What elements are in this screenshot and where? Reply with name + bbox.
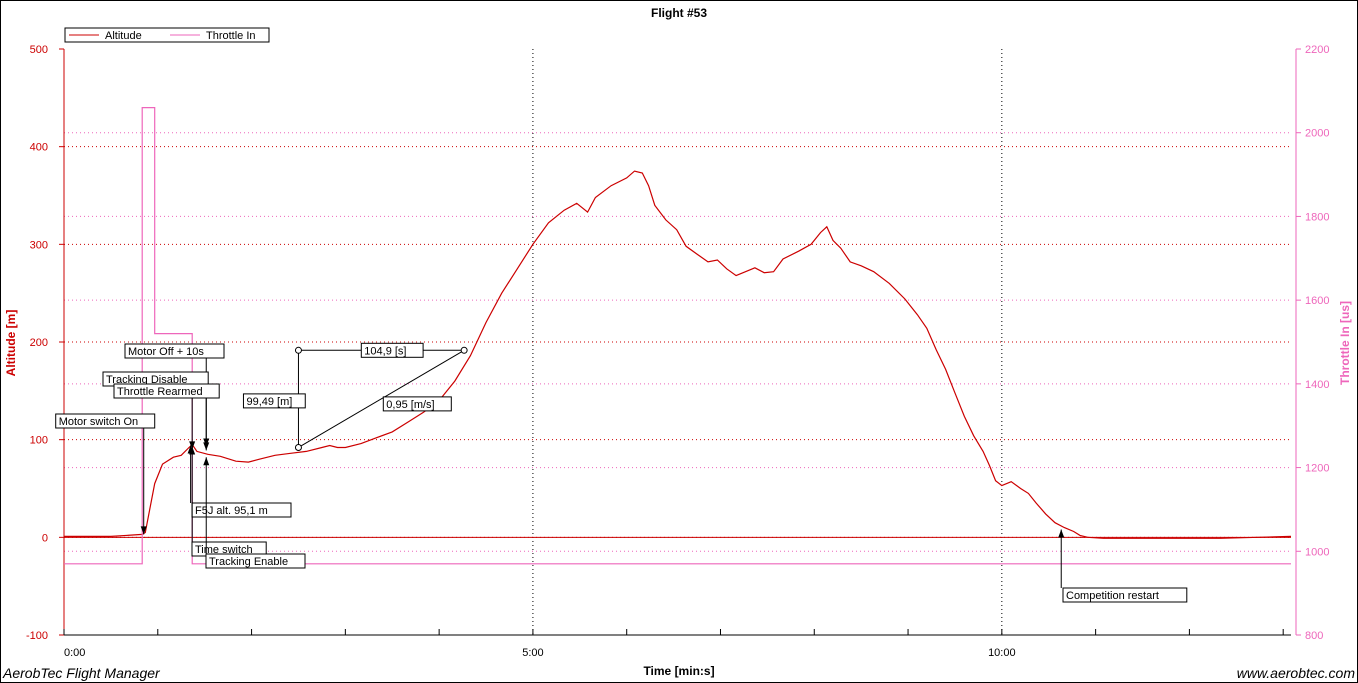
event-tracking-enable-arrow	[203, 457, 210, 466]
y-right-tick-label-2200: 2200	[1305, 44, 1329, 56]
event-tracking-disable-label-text: Tracking Disable	[106, 374, 188, 386]
event-tracking-disable-arrow	[189, 441, 196, 450]
y-left-tick-label--100: -100	[26, 630, 48, 642]
series-line-altitude	[64, 170, 1292, 539]
measure-height-label-box	[242, 393, 306, 409]
event-motor-switch-on-arrow	[140, 526, 147, 535]
y-right-tick-label-2000: 2000	[1305, 128, 1329, 140]
y-axis-left-title: Altitude [m]	[4, 310, 18, 377]
event-competition-restart-label-box	[1062, 587, 1188, 603]
event-tracking-enable-label-box	[205, 553, 306, 569]
measure-height-label-text: 99,49 [m]	[246, 396, 292, 408]
y-right-tick-label-1000: 1000	[1305, 546, 1329, 558]
annotations: 104,9 [s] 99,49 [m] 0,95 [m/s] Motor switch…	[55, 342, 1188, 603]
y-left-tick-label-0: 0	[42, 532, 48, 544]
y-right-tick-label-1800: 1800	[1305, 211, 1329, 223]
chart-title: Flight #53	[651, 6, 707, 20]
x-tick-label-10:00: 10:00	[988, 647, 1016, 659]
event-competition-restart-arrow	[1058, 529, 1065, 538]
event-time-switch-label: Time switch	[191, 541, 267, 557]
y-right-tick-label-1400: 1400	[1305, 379, 1329, 391]
y-axis-right-title: Throttle In [us]	[1338, 301, 1352, 385]
measure-rate-label-box	[382, 396, 452, 412]
measure-height-label: 99,49 [m]	[242, 393, 306, 409]
measure-rate-label: 0,95 [m/s]	[382, 396, 452, 412]
event-f5j-alt-95-1-m-label: F5J alt. 95,1 m	[191, 502, 292, 518]
footer-website: www.aerobtec.com	[1237, 665, 1356, 681]
footer-app-name: AerobTec Flight Manager	[2, 665, 161, 681]
y-left-tick-label-400: 400	[30, 142, 48, 154]
event-competition-restart-label: Competition restart	[1062, 587, 1188, 603]
measure-handle-2	[460, 346, 468, 354]
event-throttle-rearmed-label-text: Throttle Rearmed	[117, 386, 203, 398]
legend-throttle-label: Throttle In	[206, 30, 256, 42]
event-tracking-disable-label: Tracking Disable	[102, 371, 209, 387]
legend-altitude-label: Altitude	[105, 30, 142, 42]
measure-time-label-box	[360, 342, 424, 358]
event-motor-switch-on-label: Motor switch On	[55, 413, 156, 429]
event-tracking-enable-label-text: Tracking Enable	[209, 556, 288, 568]
grid	[64, 49, 1291, 635]
measure-time-label-text: 104,9 [s]	[364, 345, 406, 357]
event-motor-off-10s-label-text: Motor Off + 10s	[128, 346, 204, 358]
event-throttle-rearmed-label-box	[113, 383, 220, 399]
y-left-tick-label-500: 500	[30, 44, 48, 56]
legend: Altitude Throttle In	[64, 27, 270, 43]
event-time-switch-arrow	[189, 446, 196, 455]
x-axis-title: Time [min:s]	[643, 664, 714, 678]
event-tracking-enable-label: Tracking Enable	[205, 553, 306, 569]
measure-slope-line	[298, 349, 465, 448]
measure-handle-0	[294, 443, 302, 451]
event-motor-off-10s-label-box	[124, 343, 225, 359]
y-right-tick-label-1200: 1200	[1305, 463, 1329, 475]
event-motor-off-10s-label: Motor Off + 10s	[124, 343, 225, 359]
y-right-tick-label-1600: 1600	[1305, 295, 1329, 307]
measure-time-label: 104,9 [s]	[360, 342, 424, 358]
y-left-tick-label-200: 200	[30, 337, 48, 349]
event-time-switch-label-text: Time switch	[195, 544, 253, 556]
event-f5j-alt-95-1-m-label-text: F5J alt. 95,1 m	[195, 505, 268, 517]
event-motor-switch-on-label-box	[55, 413, 156, 429]
event-throttle-rearmed-arrow	[203, 442, 210, 451]
event-throttle-rearmed-label: Throttle Rearmed	[113, 383, 220, 399]
event-competition-restart-label-text: Competition restart	[1066, 590, 1159, 602]
x-tick-label-0:00: 0:00	[64, 647, 85, 659]
y-right-tick-label-800: 800	[1305, 630, 1323, 642]
axes: -100 0 100 200 300 400 500 800 1000 1200 1400 1600 1…	[26, 44, 1330, 659]
measure-rate-label-text: 0,95 [m/s]	[386, 399, 434, 411]
y-left-tick-label-100: 100	[30, 435, 48, 447]
legend-box	[64, 27, 270, 43]
x-tick-label-5:00: 5:00	[522, 647, 543, 659]
event-motor-switch-on-label-text: Motor switch On	[59, 416, 138, 428]
y-left-tick-label-300: 300	[30, 239, 48, 251]
measure-handle-1	[294, 346, 302, 354]
